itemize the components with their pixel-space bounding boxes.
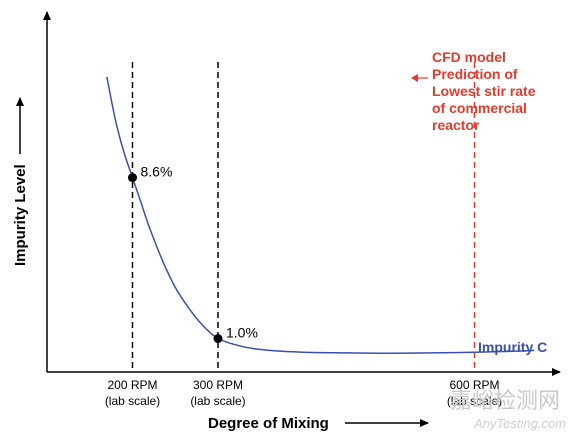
x-tick-labels: 200 RPM (lab scale) 300 RPM (lab scale) 600 … — [105, 378, 502, 408]
x-tick-label-600: 600 RPM — [449, 378, 499, 392]
data-point-label-2: 1.0% — [226, 325, 258, 341]
y-axis-title: Impurity Level — [12, 164, 29, 266]
annotation-arrow-head — [411, 74, 418, 82]
watermark-chinese: 嘉峪检测网 — [450, 389, 560, 414]
watermark-english: AnyTesting.com — [473, 416, 566, 431]
data-point-1 — [128, 173, 137, 183]
series-label-impurity-c: Impurity C — [478, 339, 547, 355]
annotation-text: CFD model Prediction of Lowest stir rate of… — [432, 49, 536, 133]
reference-lines — [131, 62, 476, 372]
x-axis-title: Degree of Mixing — [208, 415, 329, 432]
cfd-annotation: CFD model Prediction of Lowest stir rate of… — [411, 49, 536, 133]
data-point-label-1: 8.6% — [141, 164, 173, 180]
data-points: 8.6% 1.0% — [128, 164, 258, 344]
x-tick-label-300: 300 RPM — [193, 378, 243, 392]
x-tick-sublabel-300: (lab scale) — [190, 394, 245, 408]
data-point-2 — [213, 334, 223, 344]
x-tick-label-200: 200 RPM — [107, 378, 157, 392]
x-tick-sublabel-200: (lab scale) — [105, 394, 160, 408]
x-tick-sublabel-600: (lab scale) — [447, 394, 502, 408]
